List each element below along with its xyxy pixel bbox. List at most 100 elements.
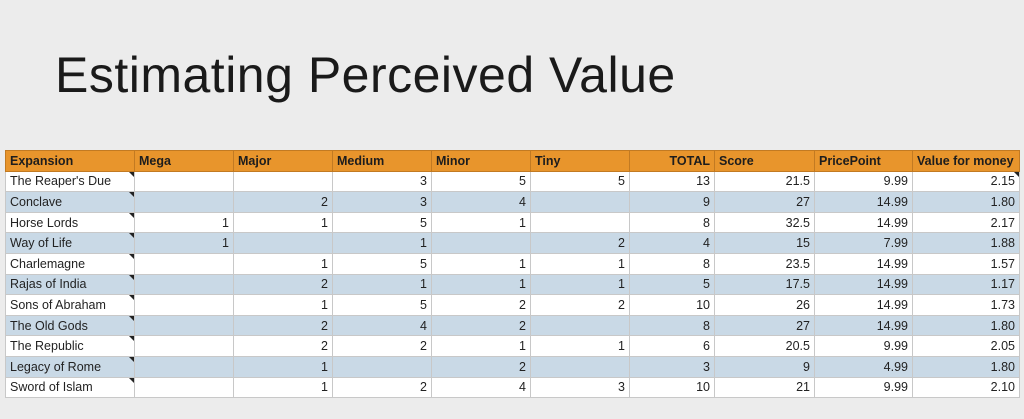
cell-major[interactable]: 2	[233, 314, 333, 337]
cell-tiny[interactable]: 1	[530, 335, 630, 357]
cell-expansion[interactable]: Sword of Islam	[5, 376, 135, 399]
cell-major[interactable]: 1	[233, 252, 333, 275]
cell-major[interactable]	[233, 232, 333, 254]
cell-pricepoint[interactable]: 9.99	[814, 170, 913, 193]
cell-major[interactable]: 1	[233, 211, 333, 234]
cell-pricepoint[interactable]: 14.99	[814, 294, 913, 316]
cell-medium[interactable]: 3	[332, 170, 432, 193]
cell-medium[interactable]: 5	[332, 252, 432, 275]
cell-medium[interactable]: 1	[332, 232, 432, 254]
cell-total[interactable]: 8	[629, 252, 715, 275]
cell-mega[interactable]	[134, 355, 234, 378]
cell-minor[interactable]: 1	[431, 335, 531, 357]
cell-minor[interactable]: 4	[431, 191, 531, 213]
cell-total[interactable]: 5	[629, 273, 715, 296]
cell-pricepoint[interactable]: 14.99	[814, 314, 913, 337]
cell-minor[interactable]: 2	[431, 314, 531, 337]
cell-mega[interactable]	[134, 191, 234, 213]
cell-score[interactable]: 21.5	[714, 170, 815, 193]
cell-value-for-money[interactable]: 1.80	[912, 355, 1020, 378]
cell-score[interactable]: 27	[714, 314, 815, 337]
cell-medium[interactable]: 2	[332, 376, 432, 399]
cell-medium[interactable]: 5	[332, 294, 432, 316]
cell-total[interactable]: 3	[629, 355, 715, 378]
cell-expansion[interactable]: The Republic	[5, 335, 135, 357]
cell-total[interactable]: 8	[629, 314, 715, 337]
cell-medium[interactable]: 5	[332, 211, 432, 234]
cell-expansion[interactable]: Way of Life	[5, 232, 135, 254]
cell-major[interactable]: 1	[233, 355, 333, 378]
cell-mega[interactable]	[134, 252, 234, 275]
cell-tiny[interactable]	[530, 211, 630, 234]
cell-total[interactable]: 13	[629, 170, 715, 193]
cell-mega[interactable]	[134, 314, 234, 337]
cell-score[interactable]: 20.5	[714, 335, 815, 357]
cell-mega[interactable]: 1	[134, 211, 234, 234]
cell-minor[interactable]: 4	[431, 376, 531, 399]
cell-pricepoint[interactable]: 9.99	[814, 335, 913, 357]
col-header-tiny[interactable]: Tiny	[530, 150, 630, 172]
cell-minor[interactable]: 5	[431, 170, 531, 193]
col-header-pricepoint[interactable]: PricePoint	[814, 150, 913, 172]
cell-pricepoint[interactable]: 14.99	[814, 211, 913, 234]
cell-tiny[interactable]: 2	[530, 232, 630, 254]
cell-value-for-money[interactable]: 2.10	[912, 376, 1020, 399]
col-header-mega[interactable]: Mega	[134, 150, 234, 172]
cell-score[interactable]: 15	[714, 232, 815, 254]
cell-minor[interactable]: 2	[431, 294, 531, 316]
cell-expansion[interactable]: The Reaper's Due	[5, 170, 135, 193]
cell-value-for-money[interactable]: 2.05	[912, 335, 1020, 357]
cell-total[interactable]: 8	[629, 211, 715, 234]
cell-minor[interactable]	[431, 232, 531, 254]
cell-total[interactable]: 10	[629, 294, 715, 316]
cell-total[interactable]: 6	[629, 335, 715, 357]
cell-mega[interactable]	[134, 273, 234, 296]
cell-expansion[interactable]: Sons of Abraham	[5, 294, 135, 316]
cell-tiny[interactable]: 1	[530, 273, 630, 296]
col-header-total[interactable]: TOTAL	[629, 150, 715, 172]
cell-minor[interactable]: 1	[431, 211, 531, 234]
col-header-major[interactable]: Major	[233, 150, 333, 172]
cell-value-for-money[interactable]: 1.88	[912, 232, 1020, 254]
cell-value-for-money[interactable]: 2.15	[912, 170, 1020, 193]
cell-medium[interactable]: 2	[332, 335, 432, 357]
cell-medium[interactable]	[332, 355, 432, 378]
cell-major[interactable]	[233, 170, 333, 193]
cell-value-for-money[interactable]: 1.80	[912, 191, 1020, 213]
cell-expansion[interactable]: Conclave	[5, 191, 135, 213]
cell-tiny[interactable]	[530, 314, 630, 337]
cell-total[interactable]: 4	[629, 232, 715, 254]
cell-mega[interactable]	[134, 170, 234, 193]
cell-major[interactable]: 1	[233, 376, 333, 399]
col-header-score[interactable]: Score	[714, 150, 815, 172]
cell-value-for-money[interactable]: 1.57	[912, 252, 1020, 275]
cell-tiny[interactable]: 2	[530, 294, 630, 316]
cell-value-for-money[interactable]: 2.17	[912, 211, 1020, 234]
cell-minor[interactable]: 1	[431, 273, 531, 296]
cell-pricepoint[interactable]: 14.99	[814, 191, 913, 213]
cell-score[interactable]: 9	[714, 355, 815, 378]
cell-tiny[interactable]: 5	[530, 170, 630, 193]
cell-pricepoint[interactable]: 14.99	[814, 252, 913, 275]
cell-value-for-money[interactable]: 1.80	[912, 314, 1020, 337]
cell-expansion[interactable]: Horse Lords	[5, 211, 135, 234]
cell-expansion[interactable]: Rajas of India	[5, 273, 135, 296]
cell-score[interactable]: 17.5	[714, 273, 815, 296]
cell-score[interactable]: 23.5	[714, 252, 815, 275]
cell-medium[interactable]: 1	[332, 273, 432, 296]
cell-major[interactable]: 2	[233, 273, 333, 296]
col-header-medium[interactable]: Medium	[332, 150, 432, 172]
cell-tiny[interactable]: 1	[530, 252, 630, 275]
cell-score[interactable]: 26	[714, 294, 815, 316]
cell-tiny[interactable]: 3	[530, 376, 630, 399]
cell-mega[interactable]	[134, 294, 234, 316]
col-header-expansion[interactable]: Expansion	[5, 150, 135, 172]
cell-total[interactable]: 9	[629, 191, 715, 213]
cell-score[interactable]: 21	[714, 376, 815, 399]
cell-expansion[interactable]: Legacy of Rome	[5, 355, 135, 378]
cell-pricepoint[interactable]: 7.99	[814, 232, 913, 254]
cell-medium[interactable]: 3	[332, 191, 432, 213]
cell-value-for-money[interactable]: 1.73	[912, 294, 1020, 316]
cell-medium[interactable]: 4	[332, 314, 432, 337]
cell-pricepoint[interactable]: 14.99	[814, 273, 913, 296]
